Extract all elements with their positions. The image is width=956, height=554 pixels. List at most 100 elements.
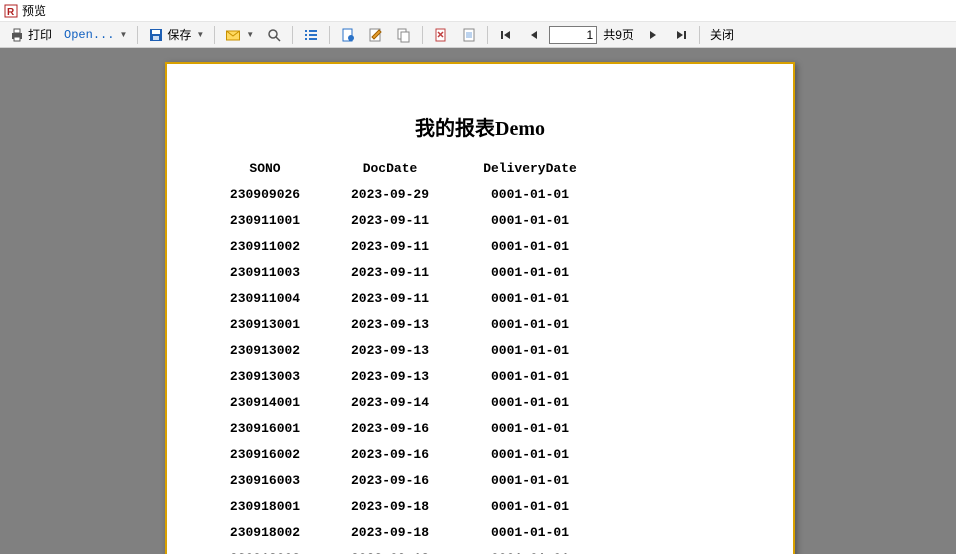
cell-docdate: 2023-09-11 [325,239,455,254]
cell-docdate: 2023-09-18 [325,525,455,540]
watermark-icon [461,27,477,43]
table-header: SONO DocDate DeliveryDate [205,155,793,181]
first-page-button[interactable] [493,24,519,46]
cell-deliverydate: 0001-01-01 [455,187,605,202]
separator [329,26,330,44]
cell-docdate: 2023-09-11 [325,291,455,306]
copy-page-button[interactable] [391,24,417,46]
separator [699,26,700,44]
page-setup-icon [340,27,356,43]
page-number-input[interactable] [549,26,597,44]
cell-docdate: 2023-09-13 [325,317,455,332]
cell-docdate: 2023-09-11 [325,213,455,228]
table-row: 2309090262023-09-290001-01-01 [205,181,793,207]
cell-sono: 230914001 [205,395,325,410]
separator [214,26,215,44]
search-icon [266,27,282,43]
cell-docdate: 2023-09-18 [325,551,455,554]
app-icon: R [4,4,18,18]
find-button[interactable] [261,24,287,46]
chevron-down-icon: ▼ [117,30,127,39]
cell-docdate: 2023-09-29 [325,187,455,202]
cell-sono: 230911004 [205,291,325,306]
print-button[interactable]: 打印 [4,24,57,46]
cell-sono: 230916001 [205,421,325,436]
separator [487,26,488,44]
cell-sono: 230916002 [205,447,325,462]
cell-docdate: 2023-09-16 [325,447,455,462]
preview-viewport[interactable]: 我的报表Demo SONO DocDate DeliveryDate 23090… [0,48,956,554]
cell-sono: 230918003 [205,551,325,554]
watermark-button[interactable] [456,24,482,46]
cell-sono: 230918002 [205,525,325,540]
cell-deliverydate: 0001-01-01 [455,395,605,410]
close-button[interactable]: 关闭 [705,24,739,46]
delete-page-icon [433,27,449,43]
cell-sono: 230918001 [205,499,325,514]
cell-docdate: 2023-09-16 [325,473,455,488]
mail-icon [225,27,241,43]
page-total-suffix: 页 [622,28,634,42]
separator [422,26,423,44]
page-setup-button[interactable] [335,24,361,46]
page-total-label: 共9页 [599,26,638,43]
cell-sono: 230911001 [205,213,325,228]
edit-icon [368,27,384,43]
titlebar: R 预览 [0,0,956,22]
save-button[interactable]: 保存 ▼ [143,24,209,46]
cell-sono: 230913001 [205,317,325,332]
email-button[interactable]: ▼ [220,24,259,46]
table-row: 2309130032023-09-130001-01-01 [205,363,793,389]
table-row: 2309160032023-09-160001-01-01 [205,467,793,493]
last-page-button[interactable] [668,24,694,46]
table-row: 2309180012023-09-180001-01-01 [205,493,793,519]
chevron-down-icon: ▼ [244,30,254,39]
save-icon [148,27,164,43]
svg-text:R: R [7,7,15,18]
cell-deliverydate: 0001-01-01 [455,447,605,462]
col-sono: SONO [205,161,325,176]
cell-docdate: 2023-09-13 [325,343,455,358]
prev-page-button[interactable] [521,24,547,46]
cell-docdate: 2023-09-11 [325,265,455,280]
report-page: 我的报表Demo SONO DocDate DeliveryDate 23090… [165,62,795,554]
cell-deliverydate: 0001-01-01 [455,317,605,332]
cell-deliverydate: 0001-01-01 [455,473,605,488]
next-page-button[interactable] [640,24,666,46]
cell-sono: 230911002 [205,239,325,254]
table-row: 2309160012023-09-160001-01-01 [205,415,793,441]
window-title: 预览 [22,2,46,19]
cell-deliverydate: 0001-01-01 [455,343,605,358]
cell-docdate: 2023-09-18 [325,499,455,514]
open-button[interactable]: Open... ▼ [59,24,132,46]
delete-page-button[interactable] [428,24,454,46]
cell-docdate: 2023-09-16 [325,421,455,436]
cell-sono: 230913002 [205,343,325,358]
close-label: 关闭 [710,26,734,43]
outline-button[interactable] [298,24,324,46]
page-total-prefix: 共 [603,28,615,42]
cell-deliverydate: 0001-01-01 [455,525,605,540]
prev-page-icon [526,27,542,43]
report-title: 我的报表Demo [167,112,793,141]
cell-deliverydate: 0001-01-01 [455,369,605,384]
cell-docdate: 2023-09-13 [325,369,455,384]
copy-icon [396,27,412,43]
cell-deliverydate: 0001-01-01 [455,213,605,228]
table-row: 2309160022023-09-160001-01-01 [205,441,793,467]
cell-deliverydate: 0001-01-01 [455,499,605,514]
save-label: 保存 [167,26,191,43]
cell-sono: 230911003 [205,265,325,280]
col-deliverydate: DeliveryDate [455,161,605,176]
table-row: 2309110012023-09-110001-01-01 [205,207,793,233]
page-total-number: 9 [615,28,622,42]
last-page-icon [673,27,689,43]
edit-page-button[interactable] [363,24,389,46]
cell-sono: 230913003 [205,369,325,384]
cell-docdate: 2023-09-14 [325,395,455,410]
report-table: SONO DocDate DeliveryDate 2309090262023-… [205,155,793,554]
chevron-down-icon: ▼ [194,30,204,39]
separator [137,26,138,44]
outline-icon [303,27,319,43]
first-page-icon [498,27,514,43]
